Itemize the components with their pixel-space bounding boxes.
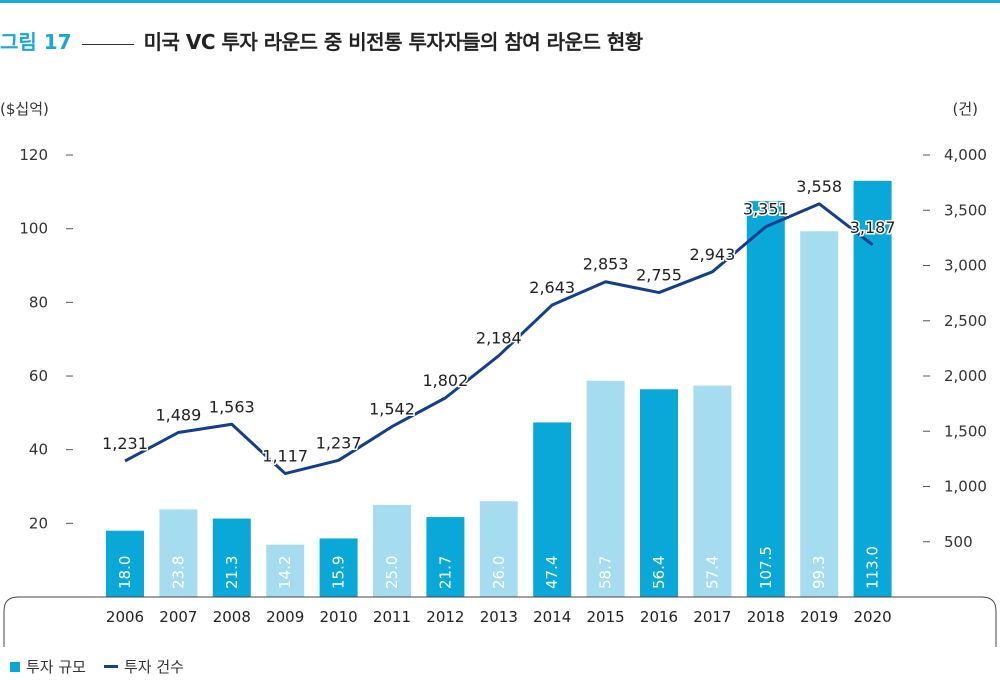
bar-value-label: 15.9	[330, 556, 348, 589]
bar-value-label: 47.4	[543, 556, 561, 589]
x-axis-tick-label: 2019	[800, 608, 838, 626]
bar-investment-size	[159, 509, 198, 597]
top-accent-rule	[0, 0, 1000, 3]
line-value-label: 3,558	[796, 177, 842, 196]
right-axis-tick-label: 4,000	[944, 146, 987, 164]
x-axis-tick-label: 2020	[854, 608, 892, 626]
left-axis-tick-label: 100	[19, 220, 48, 238]
bar-value-label: 58.7	[597, 556, 615, 589]
bar-value-label: 18.0	[116, 556, 134, 589]
bar-investment-size	[266, 544, 305, 597]
right-axis-unit: (건)	[952, 100, 978, 118]
bar-value-label: 99.3	[810, 556, 828, 589]
bar-investment-size	[212, 518, 251, 597]
left-axis-tick-label: 80	[29, 293, 48, 311]
line-value-label: 2,184	[476, 329, 522, 348]
bar-value-label: 23.8	[169, 556, 187, 589]
bar-value-label: 26.0	[490, 556, 508, 589]
bar-value-label: 57.4	[703, 556, 721, 589]
right-axis-tick-label: 3,500	[944, 201, 987, 219]
x-axis-tick-label: 2008	[213, 608, 251, 626]
bar-investment-size	[479, 501, 518, 597]
x-axis-tick-label: 2010	[320, 608, 358, 626]
x-axis-tick-label: 2013	[480, 608, 518, 626]
bar-value-label: 21.7	[436, 556, 454, 589]
line-value-label: 1,489	[155, 405, 201, 424]
left-axis-tick-label: 120	[19, 146, 48, 164]
figure-label: 그림 17	[0, 30, 72, 54]
x-axis-tick-label: 2017	[693, 608, 731, 626]
line-value-label: 2,755	[636, 266, 682, 285]
line-value-label: 2,853	[583, 255, 629, 274]
x-axis-tick-label: 2018	[747, 608, 785, 626]
x-axis-tick-label: 2007	[159, 608, 197, 626]
right-axis-tick-label: 3,000	[944, 257, 987, 275]
bar-investment-size	[106, 530, 144, 597]
x-axis-tick-label: 2015	[587, 608, 625, 626]
x-axis-tick-label: 2016	[640, 608, 678, 626]
line-value-label: 1,542	[369, 400, 415, 419]
bar-investment-size	[533, 422, 572, 597]
bar-investment-size	[800, 231, 839, 597]
chart-title: 미국 VC 투자 라운드 중 비전통 투자자들의 참여 라운드 현황	[143, 30, 644, 54]
bar-value-label: 56.4	[650, 556, 668, 589]
bar-investment-size	[746, 201, 785, 597]
line-value-label: 3,187	[850, 218, 896, 237]
x-axis-tick-label: 2011	[373, 608, 411, 626]
bar-investment-size	[426, 517, 465, 597]
bar-investment-size	[693, 385, 732, 597]
x-axis-tick-label: 2009	[266, 608, 304, 626]
bar-value-label: 14.2	[276, 556, 294, 589]
left-axis-tick-label: 40	[29, 441, 48, 459]
right-axis-tick-label: 500	[944, 533, 973, 551]
bar-value-label: 113.0	[864, 546, 882, 589]
line-value-label: 2,943	[689, 245, 735, 264]
right-axis-tick-label: 1,000	[944, 478, 987, 496]
line-value-label: 1,563	[209, 397, 255, 416]
x-axis-tick-label: 2006	[106, 608, 144, 626]
right-axis-tick-label: 2,000	[944, 367, 987, 385]
bar-investment-size	[586, 380, 625, 597]
figure-header: 그림 17 미국 VC 투자 라운드 중 비전통 투자자들의 참여 라운드 현황	[0, 26, 643, 56]
x-axis-tick-label: 2012	[426, 608, 464, 626]
bar-value-label: 25.0	[383, 556, 401, 589]
title-underline-decoration	[81, 44, 134, 45]
bar-value-label: 107.5	[757, 546, 775, 589]
bar-investment-size	[319, 538, 358, 597]
line-value-label: 3,351	[743, 200, 789, 219]
right-axis-tick-label: 2,500	[944, 312, 987, 330]
legend-line-swatch	[103, 665, 118, 668]
x-axis-tick-label: 2014	[533, 608, 571, 626]
line-value-label: 1,117	[262, 447, 308, 466]
legend: 투자 규모 투자 건수	[10, 656, 184, 677]
legend-bar-swatch	[10, 661, 20, 672]
left-axis-unit: ($십억)	[0, 100, 49, 118]
left-axis-tick-label: 60	[29, 367, 48, 385]
line-value-label: 1,237	[316, 433, 362, 452]
bar-investment-size	[373, 504, 411, 597]
line-investment-count	[124, 202, 874, 476]
x-axis-baseline	[3, 596, 997, 647]
bar-investment-size	[640, 389, 678, 597]
line-value-label: 1,231	[102, 434, 148, 453]
bar-investment-size	[853, 180, 892, 598]
bar-value-label: 21.3	[223, 556, 241, 589]
legend-label-investment-count: 투자 건수	[123, 658, 184, 676]
left-axis-tick-label: 20	[29, 514, 48, 532]
line-value-label: 1,802	[422, 371, 468, 390]
line-value-label: 2,643	[529, 278, 575, 297]
right-axis-tick-label: 1,500	[944, 422, 987, 440]
legend-label-investment-size: 투자 규모	[26, 658, 86, 676]
